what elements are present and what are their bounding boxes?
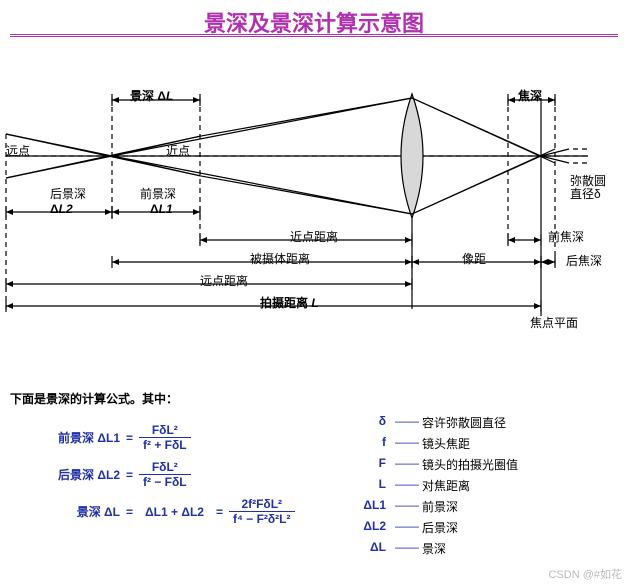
- symbol-legend: δ——容许弥散圆直径 f——镜头焦距 F——镜头的拍摄光圈值 L——对焦距离 ΔL1——…: [350, 410, 518, 561]
- formula-block: 前景深 ΔL1=FδL²f² + FδL 后景深 ΔL2=FδL²f² − FδL…: [20, 415, 618, 534]
- formula-fraction: FδL²f² − FδL: [139, 460, 191, 489]
- legend-row: f——镜头焦距: [350, 435, 518, 452]
- formula-row: 前景深 ΔL1=FδL²f² + FδL: [20, 423, 618, 452]
- diagram-label: 后焦深: [566, 254, 602, 268]
- diagram-label: 后景深: [50, 187, 86, 201]
- watermark: CSDN @#如花: [548, 566, 622, 582]
- legend-row: δ——容许弥散圆直径: [350, 414, 518, 431]
- legend-desc: 对焦距离: [422, 477, 470, 494]
- diagram-label: 像距: [462, 252, 486, 266]
- diagram-label: 前焦深: [548, 230, 584, 244]
- diagram-label: 直径δ: [570, 187, 601, 201]
- diagram-label: 被摄体距离: [250, 252, 310, 266]
- title-rule-top: [10, 34, 618, 35]
- diagram-label: 景深 ΔL: [130, 89, 173, 103]
- legend-symbol: ΔL1: [350, 498, 392, 515]
- formula-lhs: 景深 ΔL: [20, 503, 120, 520]
- diagram-label: ΔL2: [50, 202, 73, 216]
- diagram-label: 前景深: [140, 187, 176, 201]
- legend-row: ΔL2——后景深: [350, 519, 518, 536]
- formula-fraction: FδL²f² + FδL: [139, 423, 191, 452]
- legend-desc: 容许弥散圆直径: [422, 414, 506, 431]
- formula-lhs: 前景深 ΔL1: [20, 429, 120, 446]
- figure-root: 景深及景深计算示意图 下面是景深的计算公式。其中： 前景深 ΔL1=FδL²f²…: [0, 0, 628, 586]
- formula-fraction: 2f²FδL²f⁴ − F²δ²L²: [229, 497, 295, 526]
- diagram-label: 近点: [166, 144, 190, 158]
- formula-lhs: 后景深 ΔL2: [20, 466, 120, 483]
- diagram-label: 近点距离: [290, 230, 338, 244]
- legend-desc: 景深: [422, 540, 446, 557]
- title-rule-bottom: [10, 36, 618, 37]
- formula-row: 景深 ΔL=ΔL1 + ΔL2=2f²FδL²f⁴ − F²δ²L²: [20, 497, 618, 526]
- legend-row: F——镜头的拍摄光圈值: [350, 456, 518, 473]
- formula-row: 后景深 ΔL2=FδL²f² − FδL: [20, 460, 618, 489]
- diagram-label: 拍摄距离 L: [260, 296, 319, 310]
- legend-desc: 镜头焦距: [422, 435, 470, 452]
- legend-desc: 镜头的拍摄光圈值: [422, 456, 518, 473]
- diagram-label: 焦深: [518, 89, 542, 103]
- diagram-label: 焦点平面: [530, 316, 578, 330]
- legend-row: L——对焦距离: [350, 477, 518, 494]
- diagram-label: 远点距离: [200, 274, 248, 288]
- legend-symbol: ΔL: [350, 540, 392, 557]
- legend-desc: 后景深: [422, 519, 458, 536]
- formula-intro: 下面是景深的计算公式。其中：: [10, 390, 618, 407]
- legend-desc: 前景深: [422, 498, 458, 515]
- legend-symbol: ΔL2: [350, 519, 392, 536]
- legend-symbol: δ: [350, 414, 392, 431]
- legend-row: ΔL1——前景深: [350, 498, 518, 515]
- diagram-label: 弥散圆: [570, 174, 606, 188]
- legend-symbol: f: [350, 435, 392, 452]
- legend-row: ΔL——景深: [350, 540, 518, 557]
- legend-symbol: F: [350, 456, 392, 473]
- legend-symbol: L: [350, 477, 392, 494]
- diagram-label: ΔL1: [150, 202, 173, 216]
- diagram-label: 远点: [6, 144, 30, 158]
